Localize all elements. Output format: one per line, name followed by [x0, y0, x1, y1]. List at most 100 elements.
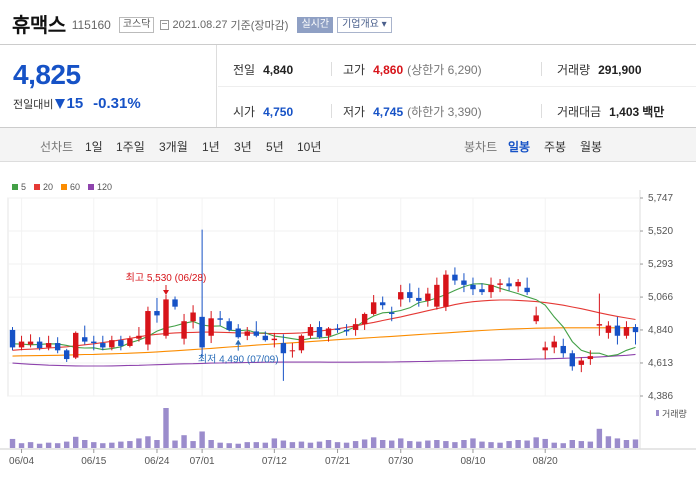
volume-bar — [407, 441, 413, 448]
candle-body — [127, 338, 133, 346]
legend-ma60: 60 — [61, 182, 80, 192]
x-tick-label: 07/21 — [325, 456, 350, 467]
price-panel: 4,825 전일대비 15 -0.31% — [0, 45, 217, 127]
volume-bar — [551, 442, 557, 448]
candle-body — [163, 299, 169, 336]
y-tick-label: 5,520 — [648, 226, 673, 237]
divider — [541, 104, 542, 118]
stat-value: 291,900 — [598, 63, 642, 77]
down-arrow-icon — [55, 98, 66, 109]
volume-bar — [497, 442, 503, 448]
date-note: 기준(장마감) — [230, 19, 289, 32]
candle-body — [244, 331, 250, 336]
volume-bar — [217, 442, 223, 448]
volume-bar — [136, 438, 142, 448]
period-1w[interactable]: 1주일 — [116, 140, 145, 154]
legend-label: 20 — [43, 182, 54, 192]
period-1d[interactable]: 1일 — [85, 140, 103, 154]
period-3m[interactable]: 3개월 — [159, 140, 188, 154]
period-10y[interactable]: 10년 — [297, 140, 322, 154]
candle-body — [253, 331, 259, 336]
stock-name: 휴맥스 — [12, 14, 66, 37]
ma-line-ma20 — [12, 299, 636, 351]
date-text: 2021.08.27 — [172, 18, 228, 31]
volume-bar — [632, 439, 639, 448]
period-5y[interactable]: 5년 — [266, 140, 284, 154]
candle-body — [479, 289, 485, 293]
candle-daily[interactable]: 일봉 — [508, 140, 531, 154]
ma-legend: 5 20 60 120 — [12, 182, 120, 192]
y-tick-label: 4,386 — [648, 391, 673, 402]
candle-body — [407, 292, 413, 298]
candle-body — [379, 302, 386, 306]
low-annotation: 최저 4,490 (07/09) — [198, 354, 279, 366]
volume-bar — [154, 440, 160, 448]
period-1y[interactable]: 1년 — [202, 140, 220, 154]
legend-swatch — [34, 184, 41, 190]
candle-body — [154, 311, 160, 316]
candle-body — [208, 318, 214, 336]
candle-body — [27, 341, 34, 345]
candle-body — [443, 274, 449, 307]
volume-bar — [578, 441, 585, 448]
candle-body — [45, 343, 52, 348]
candle-monthly[interactable]: 월봉 — [580, 140, 603, 154]
stat-high: 고가 4,860 (상한가 6,290) — [343, 61, 482, 78]
volume-bar — [73, 436, 79, 448]
candle-body — [36, 341, 43, 349]
y-tick-label: 4,613 — [648, 358, 673, 369]
volume-bar — [623, 440, 630, 448]
candle-weekly[interactable]: 주봉 — [544, 140, 567, 154]
volume-bar — [9, 438, 16, 448]
volume-bar — [533, 437, 539, 448]
stock-code: 115160 — [71, 18, 111, 32]
candle-body — [217, 318, 223, 320]
high-annotation: 최고 5,530 (06/28) — [126, 272, 207, 284]
y-tick-label: 5,293 — [648, 259, 673, 270]
volume-bar — [542, 438, 548, 448]
volume-bar — [18, 443, 25, 448]
volume-bar — [470, 438, 476, 448]
ma-line-ma120 — [12, 353, 636, 367]
stat-amount: 거래대금 1,403 백만 — [557, 103, 664, 120]
volume-bar — [91, 442, 97, 448]
candle-body — [136, 335, 142, 339]
volume-bar — [82, 440, 88, 448]
volume-bar — [452, 442, 458, 448]
volume-bar — [181, 435, 187, 448]
candle-body — [18, 341, 25, 348]
volume-bar — [100, 443, 106, 448]
volume-bar — [398, 438, 404, 448]
volume-bar — [54, 443, 61, 448]
price-chart[interactable]: 5,747 5,520 5,293 5,066 4,840 4,613 4,386 06/04… — [0, 190, 696, 480]
volume-bar — [199, 431, 205, 448]
volume-bar — [190, 441, 196, 448]
stat-label: 거래량 — [557, 63, 591, 77]
volume-bar — [253, 442, 259, 448]
stat-label: 전일 — [233, 63, 256, 77]
candle-body — [596, 324, 603, 326]
stat-value: 1,403 — [609, 105, 640, 119]
period-3y[interactable]: 3년 — [234, 140, 252, 154]
volume-bar — [27, 442, 34, 448]
volume-bar — [560, 443, 566, 448]
volume-bar — [443, 441, 449, 448]
realtime-button[interactable]: 실시간 — [297, 16, 334, 33]
candle-body — [334, 328, 341, 330]
volume-bar — [425, 440, 431, 448]
volume-bar — [118, 441, 124, 448]
volume-bar — [109, 442, 115, 448]
legend-ma120: 120 — [88, 182, 112, 192]
legend-label: 60 — [70, 182, 81, 192]
volume-label: 거래량 — [662, 408, 687, 419]
candle-body — [262, 335, 269, 341]
company-overview-button[interactable]: 기업개요 ▾ — [337, 16, 392, 33]
candle-body — [325, 328, 332, 336]
change-row: 전일대비 15 -0.31% — [13, 95, 141, 112]
change-percent: -0.31% — [93, 95, 141, 112]
volume-bar — [127, 441, 133, 448]
volume-bar — [524, 440, 530, 448]
volume-bar — [208, 440, 214, 448]
candle-body — [434, 284, 440, 307]
candle-body — [109, 340, 115, 348]
